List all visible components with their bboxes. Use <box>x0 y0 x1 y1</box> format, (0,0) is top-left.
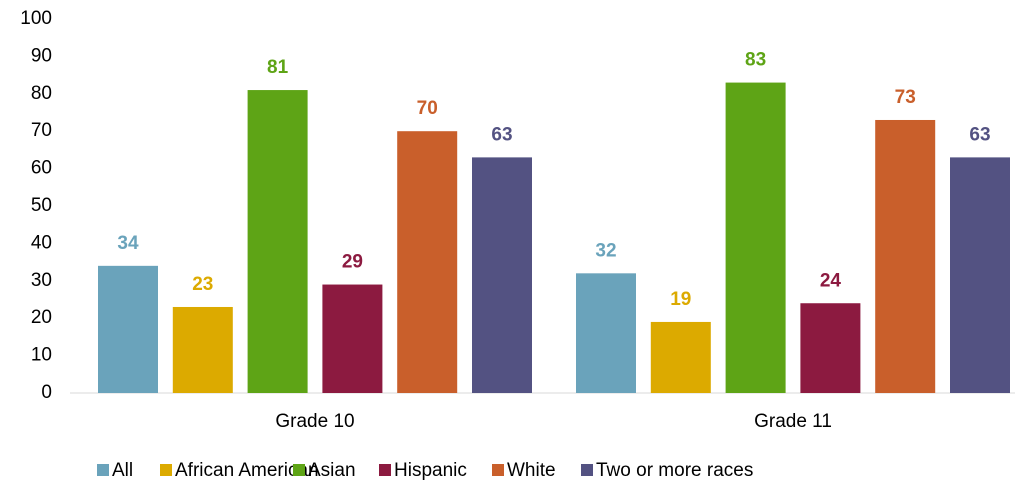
y-tick-label: 90 <box>31 45 52 66</box>
legend-label: Two or more races <box>596 460 753 481</box>
legend-label: All <box>112 460 133 481</box>
value-label: 34 <box>117 233 139 254</box>
value-label: 19 <box>670 289 691 310</box>
legend-swatch <box>293 464 305 476</box>
bar <box>576 273 636 393</box>
bar <box>725 82 786 393</box>
bar <box>172 306 233 393</box>
value-label: 83 <box>745 50 766 71</box>
bar <box>247 90 308 393</box>
bar <box>397 131 458 393</box>
value-label: 63 <box>969 124 990 145</box>
x-tick-label: Grade 10 <box>275 411 354 432</box>
legend-label: White <box>507 460 556 481</box>
legend-swatch <box>492 464 504 476</box>
bar <box>875 119 936 393</box>
value-label: 70 <box>417 98 438 119</box>
y-tick-label: 20 <box>31 307 52 328</box>
bar <box>98 265 158 393</box>
legend-swatch <box>97 464 109 476</box>
legend-label: Asian <box>308 460 356 481</box>
legend-swatch <box>581 464 593 476</box>
x-tick-label: Grade 11 <box>754 411 832 432</box>
y-tick-label: 100 <box>20 8 52 29</box>
value-label: 23 <box>192 274 213 295</box>
bar <box>472 157 532 393</box>
bar <box>800 303 861 393</box>
value-label: 24 <box>820 270 842 291</box>
y-tick-label: 10 <box>31 345 52 366</box>
y-tick-label: 0 <box>41 382 52 403</box>
y-tick-label: 40 <box>31 232 52 253</box>
value-label: 29 <box>342 252 363 273</box>
y-tick-label: 70 <box>31 120 52 141</box>
value-label: 81 <box>267 57 289 78</box>
bar <box>322 284 383 393</box>
bar <box>950 157 1010 393</box>
y-tick-label: 60 <box>31 158 52 179</box>
legend-swatch <box>160 464 172 476</box>
legend-swatch <box>379 464 391 476</box>
value-label: 32 <box>595 240 616 261</box>
value-label: 63 <box>491 124 512 145</box>
bar <box>650 321 711 393</box>
y-tick-label: 50 <box>31 195 52 216</box>
legend-label: Hispanic <box>394 460 467 481</box>
y-tick-label: 80 <box>31 83 52 104</box>
legend-label: African American <box>175 460 319 481</box>
value-label: 73 <box>895 87 916 108</box>
y-tick-label: 30 <box>31 270 52 291</box>
